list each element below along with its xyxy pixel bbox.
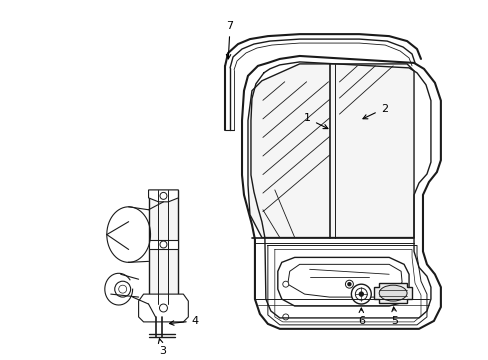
Polygon shape [148, 190, 178, 304]
Circle shape [351, 284, 370, 304]
Text: 2: 2 [362, 104, 387, 119]
Polygon shape [242, 56, 440, 329]
Circle shape [119, 285, 126, 293]
Polygon shape [277, 257, 408, 306]
Polygon shape [287, 264, 401, 297]
Polygon shape [373, 283, 411, 303]
Text: 4: 4 [169, 316, 199, 326]
Circle shape [345, 280, 353, 288]
Ellipse shape [379, 285, 406, 301]
Circle shape [282, 281, 288, 287]
Circle shape [159, 304, 167, 312]
Text: 3: 3 [158, 339, 165, 356]
Polygon shape [247, 64, 413, 238]
Text: 5: 5 [391, 307, 398, 326]
Circle shape [355, 288, 366, 300]
Circle shape [282, 314, 288, 320]
Polygon shape [148, 190, 178, 202]
Polygon shape [138, 294, 188, 322]
Circle shape [160, 241, 166, 248]
Circle shape [359, 292, 363, 296]
Circle shape [115, 281, 130, 297]
Polygon shape [148, 239, 178, 249]
Circle shape [160, 192, 166, 199]
Text: 6: 6 [357, 308, 364, 326]
Circle shape [347, 283, 350, 286]
Text: 1: 1 [304, 113, 327, 129]
Text: 7: 7 [226, 21, 233, 59]
